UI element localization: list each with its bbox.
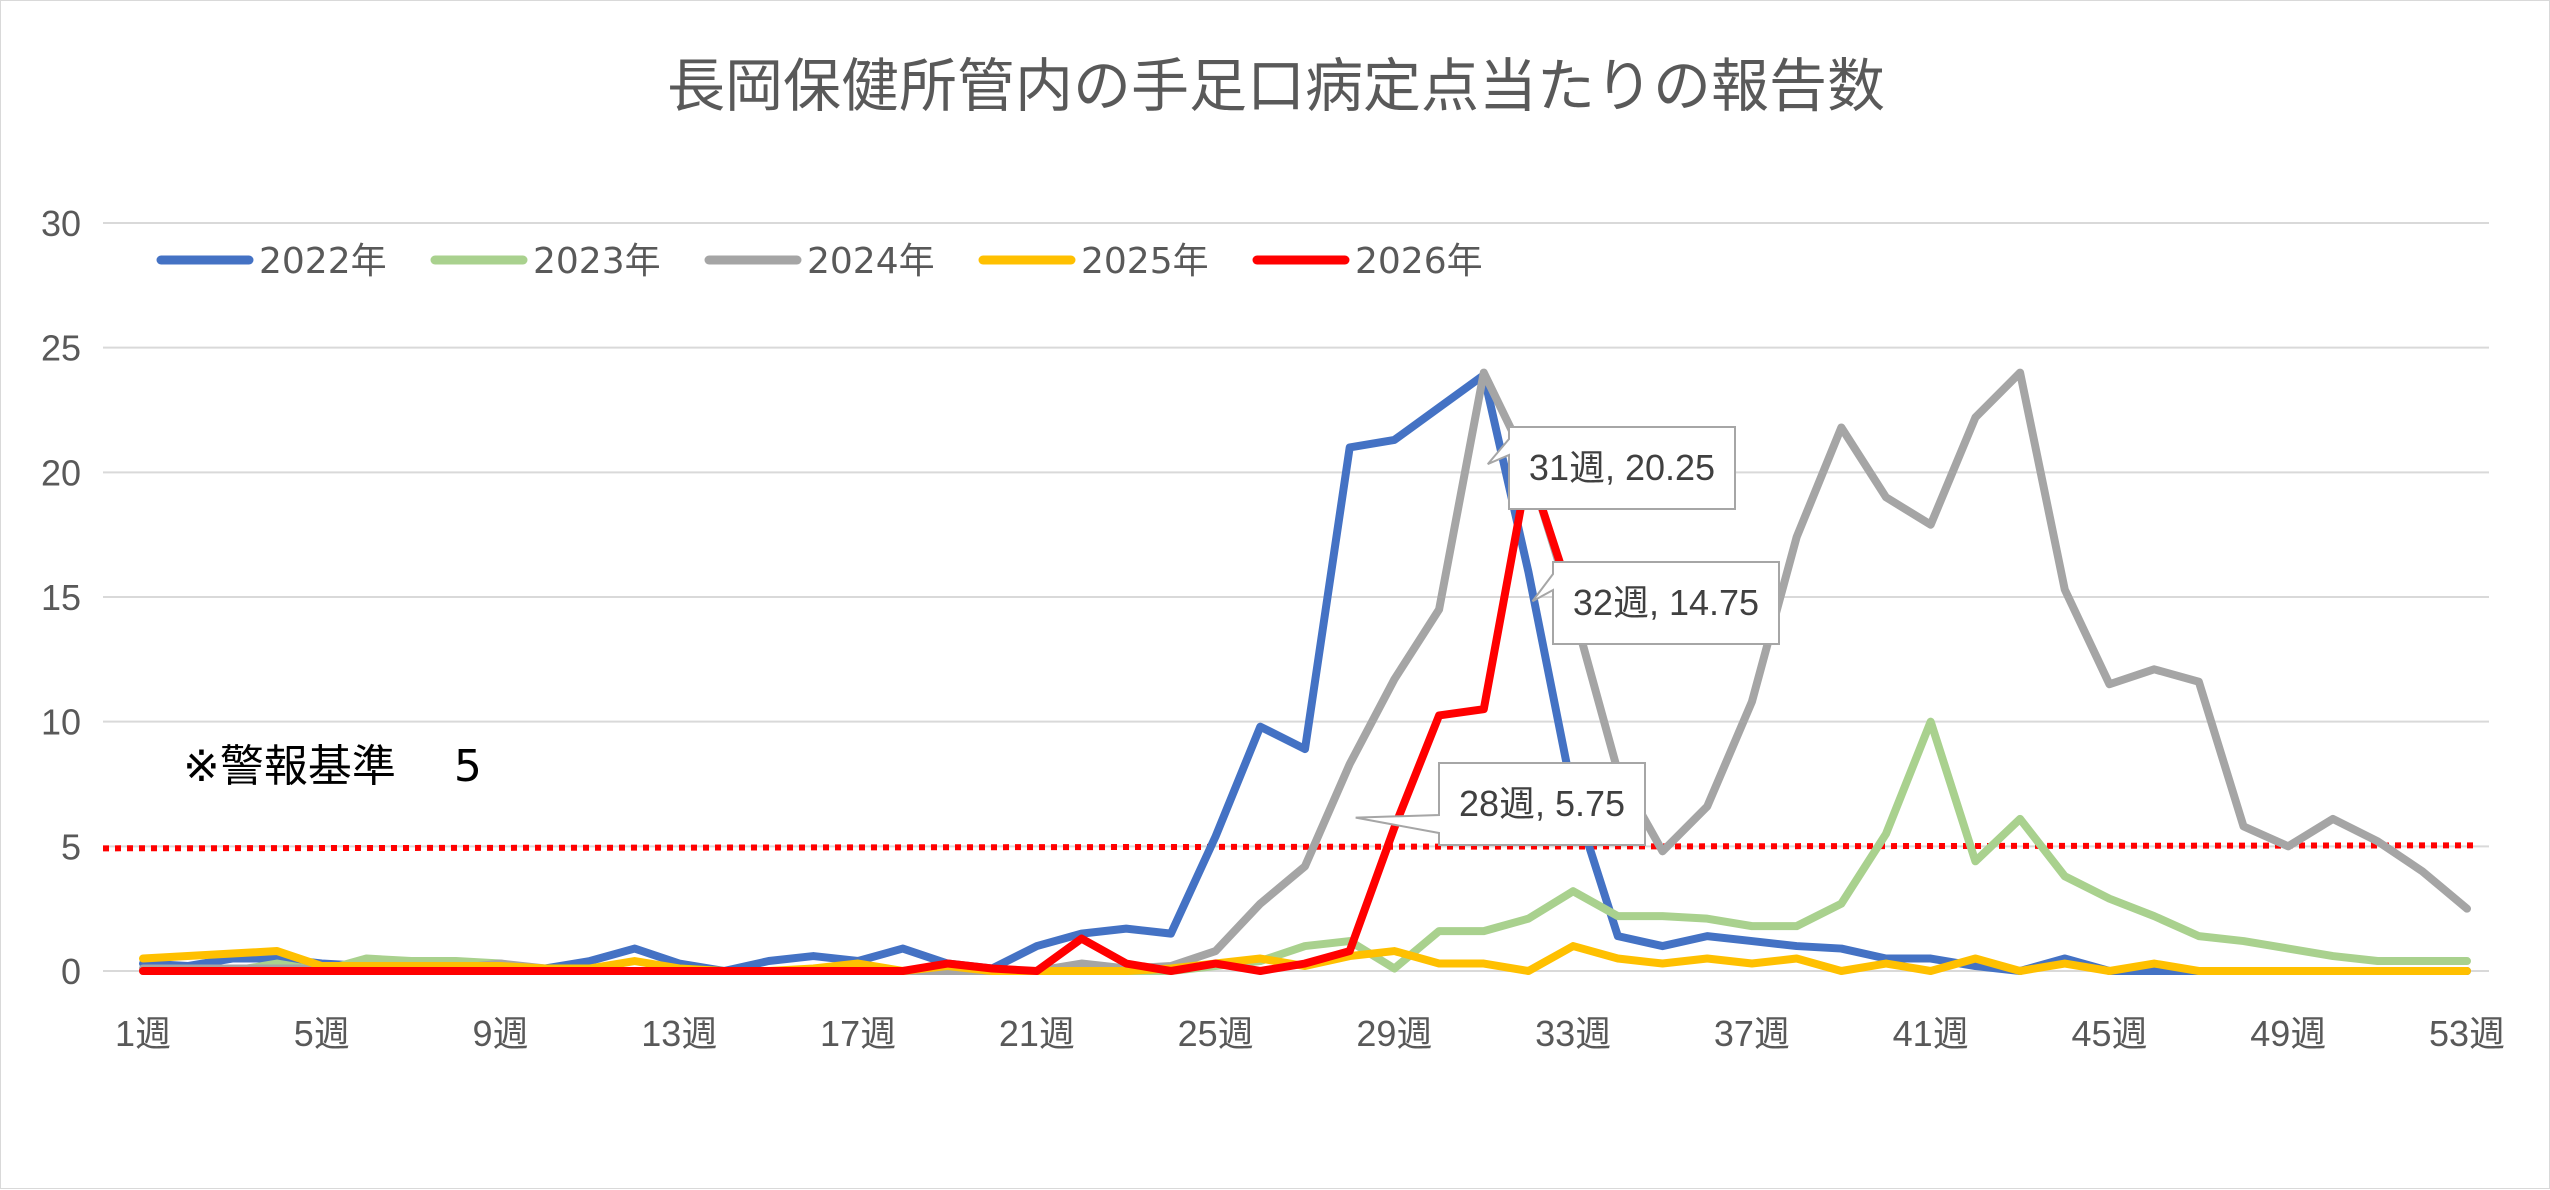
legend-label: 2022年 (259, 241, 387, 282)
series-line-5 (139, 462, 1578, 975)
legend-item: 2025年 (978, 241, 1209, 282)
callout-box (1355, 762, 1646, 846)
callout-label: 32週, 14.75 (1573, 582, 1759, 623)
legend-item: 2023年 (430, 241, 661, 282)
callout-box (1487, 426, 1736, 510)
x-tick-label: 9週 (473, 1013, 529, 1054)
legend-label: 2023年 (533, 241, 661, 282)
x-tick-label: 13週 (641, 1013, 717, 1054)
x-tick-label: 5週 (294, 1013, 350, 1054)
x-tick-label: 53週 (2429, 1013, 2505, 1054)
y-tick-label: 25 (41, 328, 81, 369)
legend-label: 2026年 (1355, 241, 1483, 282)
x-axis-ticks: 1週 5週 9週 13週 17週 21週 25週 29週 33週 37週 41週 45週 49週 53週 (115, 1013, 2505, 1054)
y-axis-ticks: 0 5 10 15 20 25 30 (41, 203, 81, 992)
y-tick-label: 15 (41, 577, 81, 618)
series-line-1 (139, 371, 2471, 975)
callout-box (1531, 561, 1780, 645)
legend-item: 2026年 (1252, 241, 1483, 282)
series-line-3 (139, 368, 2471, 975)
gridlines (103, 222, 2489, 972)
legend-label: 2025年 (1081, 241, 1209, 282)
callout: 31週, 20.25 (1487, 426, 1736, 510)
y-tick-label: 0 (61, 951, 81, 992)
legend-label: 2024年 (807, 241, 935, 282)
x-tick-label: 41週 (1893, 1013, 1969, 1054)
data-callouts: 31週, 20.25 32週, 14.75 28週, 5.75 (1355, 426, 1780, 846)
x-tick-label: 37週 (1714, 1013, 1790, 1054)
callout-label: 31週, 20.25 (1529, 447, 1715, 488)
x-tick-label: 49週 (2250, 1013, 2326, 1054)
x-tick-label: 1週 (115, 1013, 171, 1054)
legend-item: 2024年 (704, 241, 935, 282)
x-tick-label: 17週 (820, 1013, 896, 1054)
series-lines (139, 368, 2471, 975)
legend-item: 2022年 (156, 241, 387, 282)
x-tick-label: 33週 (1535, 1013, 1611, 1054)
x-tick-label: 45週 (2071, 1013, 2147, 1054)
y-tick-label: 5 (61, 826, 81, 867)
callout-label: 28週, 5.75 (1459, 783, 1625, 824)
chart-title: 長岡保健所管内の手足口病定点当たりの報告数 (667, 52, 1885, 120)
x-tick-label: 21週 (999, 1013, 1075, 1054)
x-tick-label: 25週 (1178, 1013, 1254, 1054)
callout: 28週, 5.75 (1355, 762, 1646, 846)
x-tick-label: 29週 (1356, 1013, 1432, 1054)
legend: 2022年 2023年 2024年 2025年 2026年 (156, 241, 1483, 282)
y-tick-label: 30 (41, 203, 81, 244)
alert-note: ※警報基準 5 (183, 741, 482, 792)
y-tick-label: 20 (41, 452, 81, 493)
y-tick-label: 10 (41, 702, 81, 743)
callout: 32週, 14.75 (1531, 561, 1780, 645)
